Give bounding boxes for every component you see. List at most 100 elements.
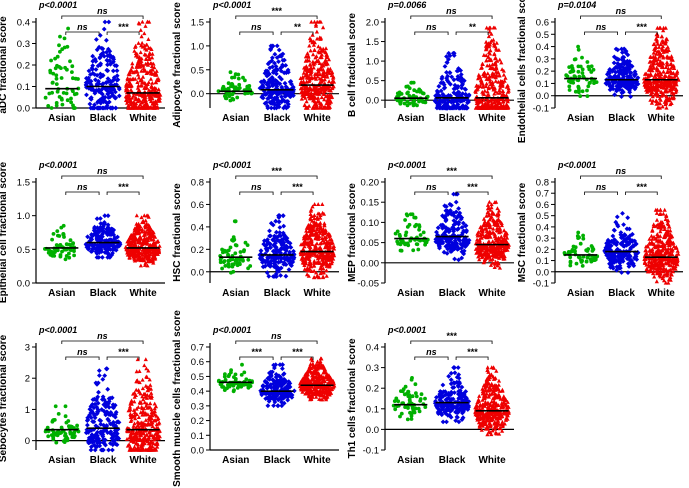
significance-label: ns [77,182,88,192]
point [131,100,137,105]
point [138,28,143,32]
point [312,40,317,45]
point [98,74,103,80]
point [53,248,58,253]
point [141,94,146,98]
y-tick-label: 0.5 [366,76,379,87]
point [137,238,142,243]
point [655,86,660,91]
point [661,28,666,33]
point [131,254,136,259]
point [151,234,156,238]
point [93,58,99,64]
point [144,56,149,61]
point [417,224,422,229]
point [321,92,326,96]
point [489,85,494,89]
point [237,86,242,90]
x-tick-label: White [648,288,676,299]
point [480,102,485,107]
point [220,266,225,271]
point [268,105,274,111]
point [305,51,310,56]
point [651,66,656,70]
point [131,252,136,257]
panel-3: 0.00.51.01.52.0B cell fractional scoreAs… [347,0,514,124]
point [132,48,137,53]
point [655,61,660,65]
point [619,46,625,52]
point [304,99,309,104]
point [226,248,231,253]
point [55,54,60,59]
point [150,72,155,76]
point [480,84,485,89]
series-asian [216,70,255,103]
point [481,53,486,57]
point [130,61,135,66]
significance-label: *** [292,182,303,192]
point [275,92,281,97]
point [442,63,448,69]
point [439,76,445,82]
point [489,73,495,78]
point [72,253,76,258]
point [491,87,496,92]
point [418,88,423,93]
point [65,98,70,103]
point [272,51,278,57]
point [155,249,160,253]
point [307,67,312,72]
point [318,101,323,105]
point [439,98,444,104]
point [327,79,332,84]
x-tick-label: Black [608,288,635,299]
point [455,68,461,73]
overall-p-value: p<0.0001 [387,160,426,170]
series-white [298,19,337,110]
significance-label: *** [118,22,129,32]
point [484,84,489,89]
point [586,84,591,89]
point [313,101,318,106]
y-tick-label: 1.0 [366,57,379,68]
point [274,55,280,61]
point [573,89,578,94]
point [650,61,655,66]
point [156,78,161,83]
point [57,95,62,99]
point [87,101,93,107]
point [235,257,240,262]
point [49,58,53,63]
y-tick-label: 1.0 [17,211,30,222]
point [580,55,584,60]
point [135,99,141,104]
point [664,48,669,52]
point [580,71,585,75]
point [309,68,314,73]
x-tick-label: Asian [567,113,594,124]
point [99,237,105,243]
point [70,64,75,69]
point [300,86,305,91]
point [128,87,134,92]
point [410,212,415,217]
point [665,37,670,42]
point [71,76,75,81]
point [142,232,147,237]
point [675,70,680,75]
point [485,89,490,94]
point [481,98,486,102]
x-tick-label: Asian [48,288,75,299]
point [667,81,672,86]
point [480,105,485,110]
point [132,258,138,263]
point [63,65,67,70]
point [654,90,659,95]
y-axis-title: Sebocytes fractional score [0,334,9,462]
point [145,60,150,65]
point [458,105,464,111]
point [58,254,63,259]
point [322,104,328,109]
point [67,242,72,247]
